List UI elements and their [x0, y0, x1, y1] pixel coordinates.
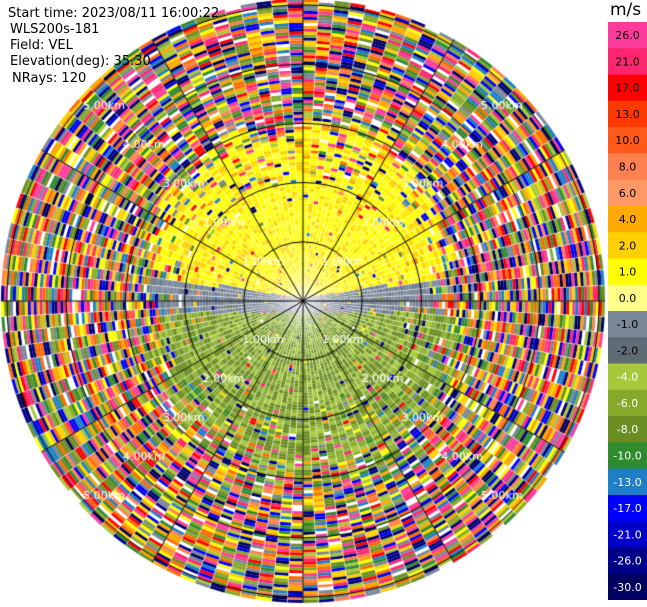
- colorbar-swatch: [608, 468, 647, 496]
- colorbar-tick-label: 8.0: [619, 161, 637, 174]
- colorbar-swatch: [608, 48, 647, 76]
- colorbar-swatch: [608, 153, 647, 181]
- colorbar-swatch: [608, 547, 647, 575]
- colorbar-tick-label: -13.0: [613, 476, 641, 489]
- colorbar-swatch: [608, 389, 647, 417]
- colorbar-tick-label: 10.0: [615, 134, 640, 147]
- colorbar-tick-label: -21.0: [613, 528, 641, 541]
- ppi-scan-plot: [0, 0, 607, 607]
- colorbar-swatch: [608, 258, 647, 286]
- colorbar-swatch: [608, 337, 647, 365]
- colorbar-tick-label: 2.0: [619, 239, 637, 252]
- colorbar-tick-label: 26.0: [615, 29, 640, 42]
- colorbar-swatch: [608, 363, 647, 391]
- colorbar-swatch: [608, 573, 647, 600]
- colorbar-tick-label: 13.0: [615, 108, 640, 121]
- colorbar: 26.0 21.0 17.0 13.0 10.0 8.0 6.0 4.0 2.0 1.0 0.0 -1…: [608, 22, 647, 600]
- colorbar-tick-label: -30.0: [613, 581, 641, 594]
- colorbar-tick-label: 1.0: [619, 266, 637, 279]
- colorbar-tick-label: 17.0: [615, 82, 640, 95]
- start-time-label: Start time: 2023/08/11 16:00:22: [8, 6, 220, 21]
- colorbar-swatch: [608, 179, 647, 207]
- colorbar-tick-label: 4.0: [619, 213, 637, 226]
- nrays-label: NRays: 120: [12, 71, 87, 86]
- field-label: Field: VEL: [10, 38, 73, 53]
- colorbar-tick-label: -1.0: [617, 318, 638, 331]
- colorbar-tick-label: -26.0: [613, 555, 641, 568]
- colorbar-swatch: [608, 311, 647, 338]
- colorbar-swatch: [608, 127, 647, 154]
- colorbar-swatch: [608, 74, 647, 102]
- colorbar-swatch: [608, 284, 647, 312]
- colorbar-swatch: [608, 494, 647, 522]
- elevation-label: Elevation(deg): 35.30: [10, 54, 151, 69]
- colorbar-tick-label: 6.0: [619, 187, 637, 200]
- colorbar-tick-label: -17.0: [613, 502, 641, 515]
- colorbar-unit: m/s: [610, 0, 642, 20]
- colorbar-tick-label: 0.0: [619, 292, 637, 305]
- colorbar-swatch: [608, 232, 647, 259]
- colorbar-swatch: [608, 205, 647, 233]
- colorbar-swatch: [608, 22, 647, 49]
- colorbar-swatch: [608, 100, 647, 128]
- colorbar-swatch: [608, 416, 647, 443]
- colorbar-tick-label: -4.0: [617, 371, 638, 384]
- colorbar-swatch: [608, 521, 647, 548]
- colorbar-tick-label: -2.0: [617, 344, 638, 357]
- colorbar-tick-label: -10.0: [613, 450, 641, 463]
- colorbar-tick-label: -6.0: [617, 397, 638, 410]
- device-label: WLS200s-181: [10, 22, 100, 37]
- colorbar-swatch: [608, 442, 647, 470]
- colorbar-tick-label: 21.0: [615, 55, 640, 68]
- colorbar-tick-label: -8.0: [617, 423, 638, 436]
